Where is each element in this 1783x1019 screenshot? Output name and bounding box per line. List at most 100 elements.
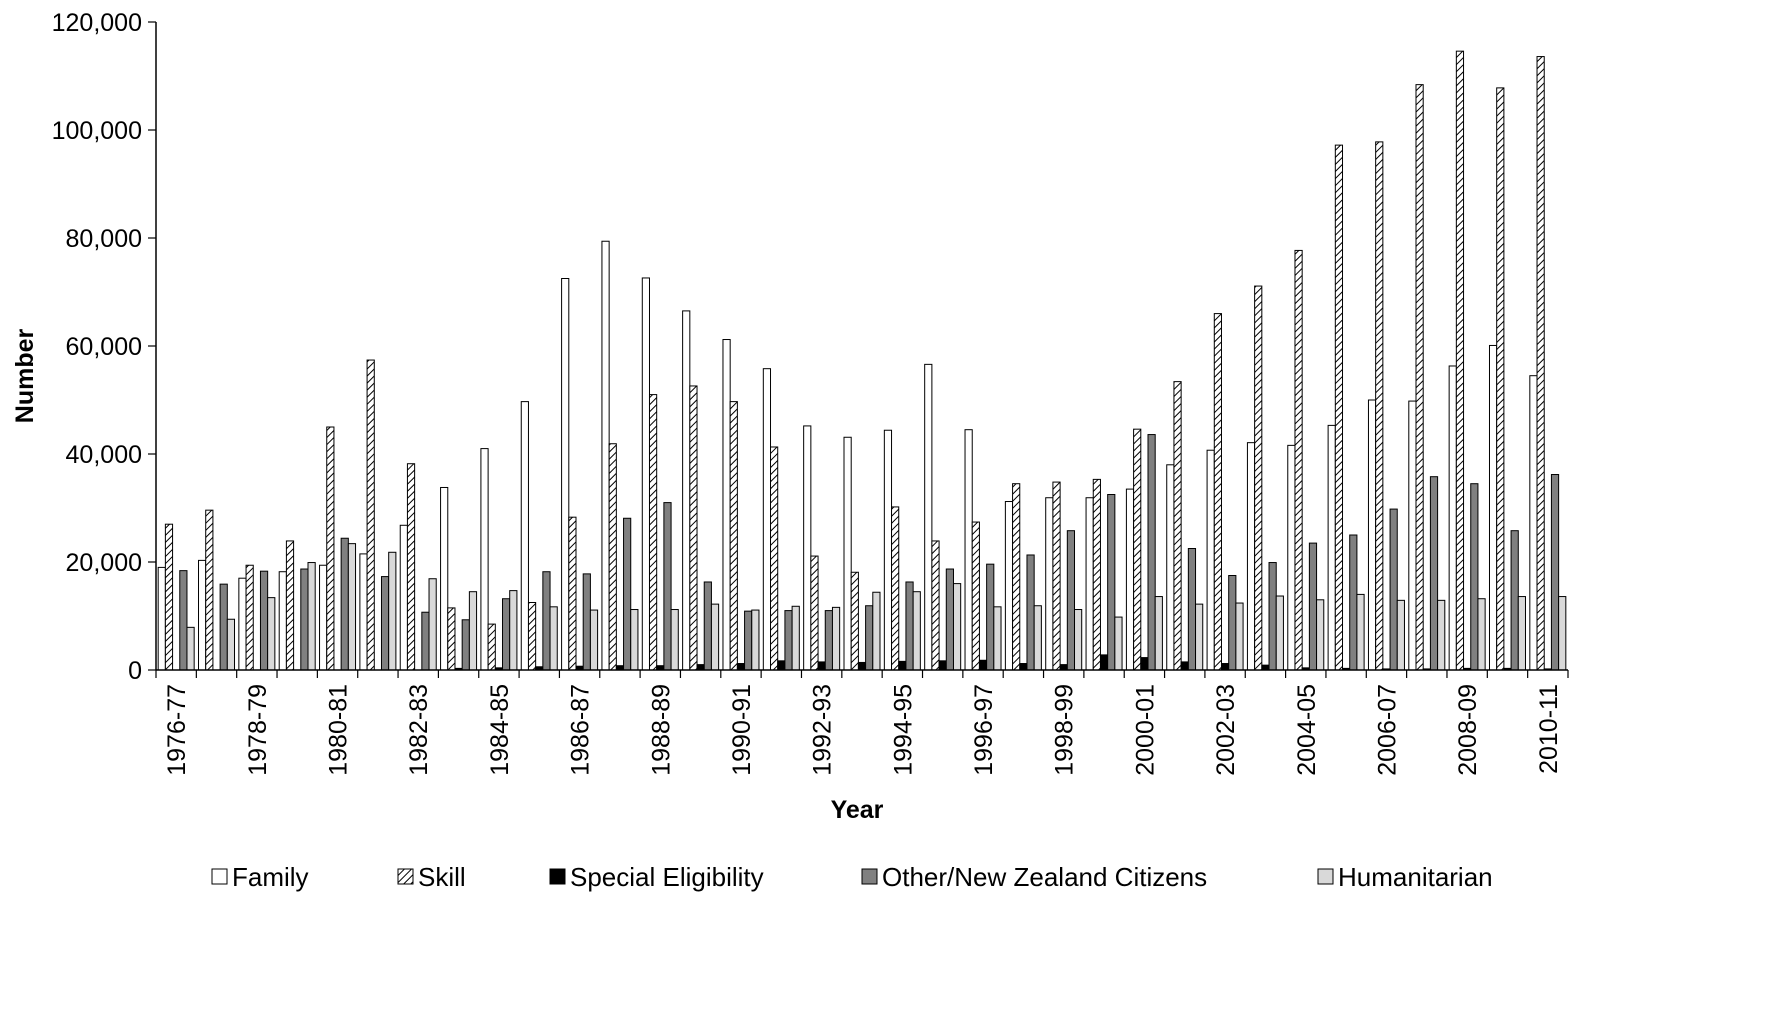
bar-humanitarian: [1195, 603, 1204, 671]
bar-skill: [1415, 84, 1424, 671]
x-axis-title-text: Year: [831, 796, 884, 824]
bar-special-eligibility: [857, 661, 867, 671]
legend-label: Family: [232, 862, 309, 892]
x-tick-label: 1992-93: [809, 684, 837, 776]
bar-other-new-zealand-citizens: [542, 571, 551, 671]
bar-other-new-zealand-citizens: [865, 605, 874, 671]
bar-other-new-zealand-citizens: [300, 568, 309, 671]
bar-humanitarian: [468, 591, 478, 671]
bar-skill: [1496, 87, 1505, 671]
x-tick-label: 2000-01: [1131, 684, 1159, 776]
bar-humanitarian: [1437, 599, 1446, 671]
bar-special-eligibility: [938, 660, 947, 671]
legend-swatch: [1317, 868, 1334, 885]
bar-family: [1125, 488, 1135, 671]
bar-skill: [1133, 428, 1142, 671]
bar-family: [238, 577, 247, 671]
bar-family: [157, 566, 166, 671]
bar-humanitarian: [267, 597, 276, 671]
bar-other-new-zealand-citizens: [1470, 483, 1479, 671]
y-tick-label: 40,000: [66, 441, 142, 469]
bar-special-eligibility: [696, 664, 705, 671]
bar-humanitarian: [1275, 595, 1284, 671]
bar-skill: [770, 446, 779, 671]
bar-humanitarian: [791, 605, 800, 671]
bar-family: [440, 486, 449, 671]
x-tick-label: 2010-11: [1535, 684, 1563, 774]
bar-family: [561, 278, 570, 671]
bar-family: [399, 524, 408, 671]
bar-family: [1085, 497, 1094, 671]
bar-skill: [406, 463, 416, 671]
bar-special-eligibility: [978, 659, 988, 671]
bar-other-new-zealand-citizens: [259, 570, 269, 671]
legend-label: Humanitarian: [1338, 862, 1493, 892]
bar-skill: [1334, 144, 1344, 671]
bar-other-new-zealand-citizens: [1228, 575, 1237, 671]
bar-other-new-zealand-citizens: [380, 576, 390, 671]
bar-family: [1206, 449, 1215, 671]
bar-special-eligibility: [1019, 663, 1028, 671]
x-tick-label: 1986-87: [567, 684, 595, 776]
bar-humanitarian: [1074, 609, 1083, 671]
bar-skill: [1254, 285, 1263, 671]
bar-other-new-zealand-citizens: [945, 568, 954, 671]
bar-family: [1287, 444, 1296, 671]
bar-other-new-zealand-citizens: [623, 517, 632, 671]
y-tick-label: 0: [128, 657, 142, 685]
bar-family: [1408, 400, 1417, 671]
legend-label: Skill: [418, 862, 466, 892]
bar-family: [198, 559, 207, 671]
bar-other-new-zealand-citizens: [1550, 474, 1560, 671]
bar-special-eligibility: [1220, 663, 1230, 671]
bar-family: [843, 436, 852, 671]
x-tick-label: 1988-89: [647, 684, 675, 776]
bar-family: [359, 553, 368, 671]
bar-skill: [1173, 381, 1182, 671]
bar-humanitarian: [1316, 599, 1325, 671]
bar-other-new-zealand-citizens: [502, 598, 511, 671]
bar-skill: [810, 555, 819, 671]
bar-special-eligibility: [898, 660, 907, 671]
bar-other-new-zealand-citizens: [1026, 554, 1035, 671]
bar-humanitarian: [589, 609, 599, 671]
y-axis-title-text: Number: [11, 329, 39, 424]
bar-family: [924, 363, 933, 671]
legend-swatch: [397, 868, 414, 885]
legend-label: Other/New Zealand Citizens: [882, 862, 1207, 892]
y-axis-ticks: 0 20,000 40,000 60,000 80,000 100,000 120,000: [52, 9, 156, 685]
bar-skill: [487, 623, 496, 671]
bar-skill: [850, 571, 859, 671]
x-tick-label: 1994-95: [889, 684, 917, 776]
bar-humanitarian: [347, 543, 357, 671]
bar-skill: [1536, 56, 1545, 671]
axes: [155, 22, 1568, 671]
bar-other-new-zealand-citizens: [1066, 530, 1076, 671]
bar-skill: [608, 443, 617, 671]
bar-other-new-zealand-citizens: [1147, 434, 1156, 671]
bar-skill: [164, 523, 174, 671]
bar-family: [641, 277, 650, 671]
bar-humanitarian: [1114, 616, 1123, 671]
bar-skill: [326, 426, 335, 671]
bar-skill: [891, 506, 900, 671]
bar-skill: [729, 401, 738, 671]
bar-humanitarian: [226, 618, 236, 671]
bar-humanitarian: [630, 609, 639, 671]
x-tick-label: 1984-85: [486, 684, 514, 776]
bar-skill: [1455, 50, 1465, 671]
x-tick-label: 1982-83: [405, 684, 433, 776]
bar-humanitarian: [1558, 596, 1567, 671]
bar-other-new-zealand-citizens: [582, 573, 591, 671]
bar-humanitarian: [1396, 599, 1405, 671]
y-tick-label: 120,000: [52, 9, 142, 37]
bar-humanitarian: [993, 606, 1002, 671]
y-tick-label: 80,000: [66, 225, 142, 253]
bar-family: [601, 240, 610, 671]
bar-skill: [447, 607, 456, 671]
x-tick-label: 2004-05: [1293, 684, 1321, 776]
bar-family: [1166, 464, 1175, 671]
bar-family: [1045, 497, 1054, 671]
